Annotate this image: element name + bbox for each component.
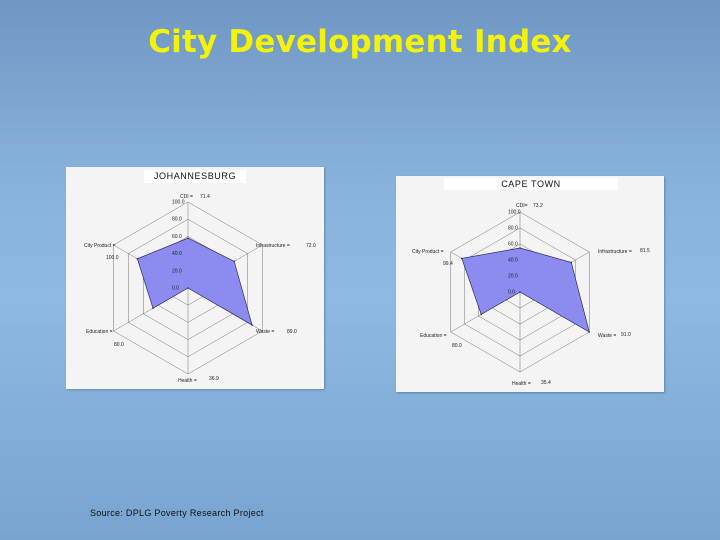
jhb-axis-value-3: 36.9: [209, 376, 219, 382]
jhb-tick-label-100-0: 100.0: [172, 200, 185, 206]
ct-tick-label-20-0: 20.0: [508, 274, 518, 280]
jhb-data-point-3: [187, 287, 189, 289]
jhb-data-point-1: [233, 260, 235, 263]
ct-axis-value-1: 81.5: [640, 248, 650, 254]
ct-axis-label-5: City Product =: [412, 249, 444, 255]
jhb-tick-label-40-0: 40.0: [172, 251, 182, 257]
jhb-data-point-4: [152, 307, 154, 310]
ct-axis-label-2: Waste =: [598, 333, 616, 339]
jhb-axis-value-5: 100.0: [106, 255, 119, 261]
source-note: Source: DPLG Poverty Research Project: [90, 508, 264, 518]
ct-axis-value-2: 91.0: [621, 332, 631, 338]
jhb-tick-label-20-0: 20.0: [172, 268, 182, 274]
ct-axis-value-0: 73.2: [533, 203, 543, 209]
ct-axis-value-5: 99.4: [443, 261, 453, 267]
ct-axis-label-0: CDI=: [516, 203, 528, 209]
jhb-axis-label-0: CDI =: [180, 194, 193, 200]
jhb-axis-label-4: Education =: [86, 329, 113, 335]
ct-axis-label-1: Infrastructure =: [598, 249, 632, 255]
johannesburg-radar-chart: 100.0 80.0 60.0 40.0 20.0 0.0 CDI = 71.4 Infrast…: [84, 194, 316, 384]
jhb-axis-label-5: City Product =: [84, 243, 116, 249]
jhb-data-point-0: [187, 237, 189, 239]
ct-data-point-1: [570, 261, 573, 264]
jhb-data-point-5: [136, 257, 139, 260]
jhb-axis-value-2: 89.0: [287, 329, 297, 335]
jhb-tick-label-80-0: 80.0: [172, 217, 182, 223]
jhb-axis-value-1: 72.0: [306, 243, 316, 249]
johannesburg-chart-panel: JOHANNESBURG 100.0 80.0 60.0 40.0 20.0 0.0 CDI…: [66, 167, 324, 389]
ct-tick-label-40-0: 40.0: [508, 258, 518, 264]
jhb-axis-label-3: Health =: [178, 378, 197, 384]
ct-tick-label-60-0: 60.0: [508, 242, 518, 248]
jhb-axis-value-4: 80.0: [114, 342, 124, 348]
ct-tick-label-0-0: 0.0: [508, 290, 515, 296]
chart-title-cape-town: CAPE TOWN: [444, 178, 618, 190]
ct-axis-value-3: 35.4: [541, 380, 551, 386]
ct-axis-value-4: 80.0: [452, 343, 462, 349]
jhb-tick-label-60-0: 60.0: [172, 234, 182, 240]
jhb-tick-label-0-0: 0.0: [172, 286, 179, 292]
chart-title-johannesburg: JOHANNESBURG: [144, 170, 246, 183]
jhb-data-point-2: [251, 324, 253, 326]
ct-data-point-0: [519, 247, 521, 249]
ct-axis-label-3: Health =: [512, 381, 531, 387]
ct-data-area: [461, 247, 590, 333]
ct-tick-label-80-0: 80.0: [508, 226, 518, 232]
jhb-axis-label-1: Infrastructure =: [256, 243, 290, 249]
jhb-data-area: [136, 237, 253, 326]
ct-axis-label-4: Education =: [420, 333, 447, 339]
cape-town-chart-panel: CAPE TOWN 100.0 80.0 60.0 40.0 20.0 0.0 CDI= 73…: [396, 176, 664, 392]
ct-data-point-5: [461, 257, 463, 260]
ct-data-point-3: [519, 291, 521, 293]
slide-title: City Development Index: [148, 24, 572, 60]
ct-data-point-4: [480, 313, 483, 316]
ct-data-point-2: [588, 331, 591, 333]
ct-tick-label-100-0: 100.0: [508, 210, 521, 216]
cape-town-radar-chart: 100.0 80.0 60.0 40.0 20.0 0.0 CDI= 73.2 Infrastr…: [412, 203, 650, 387]
jhb-axis-value-0: 71.4: [200, 194, 210, 200]
jhb-axis-label-2: Waste =: [256, 329, 274, 335]
